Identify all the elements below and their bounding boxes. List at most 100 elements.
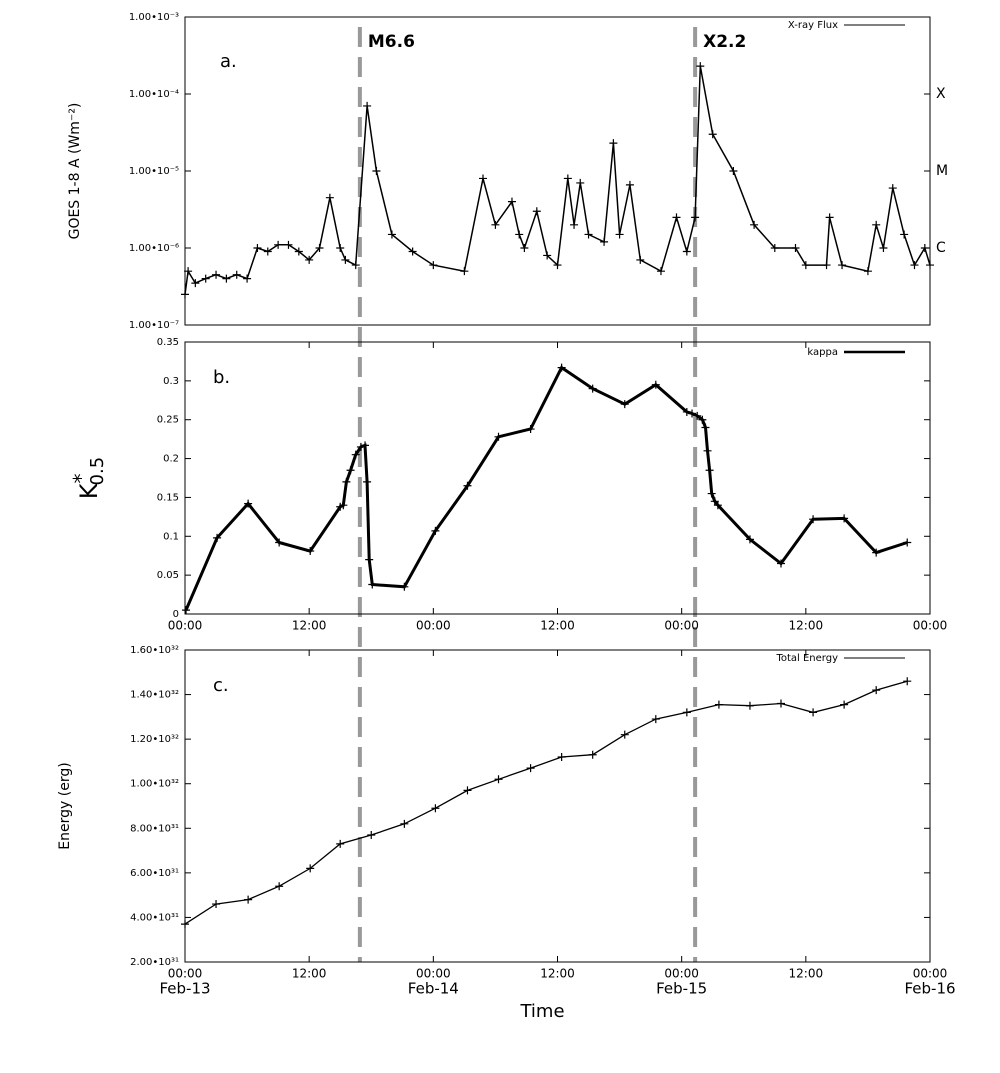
- data-point: [507, 197, 516, 206]
- data-point: [770, 244, 779, 252]
- data-point: [714, 700, 723, 709]
- data-point: [672, 213, 681, 222]
- y-tick-label: 0.1: [163, 531, 179, 542]
- data-point: [809, 515, 818, 524]
- data-point: [284, 240, 293, 249]
- data-point: [926, 261, 934, 270]
- data-point: [872, 548, 881, 557]
- y-tick-label: 1.00•10⁻⁶: [129, 243, 179, 254]
- y-axis-title-text: K: [75, 482, 103, 499]
- data-point: [368, 580, 377, 589]
- legend-label: X-ray Flux: [788, 20, 838, 31]
- data-point: [325, 193, 334, 202]
- y-tick-label: 0.15: [157, 492, 179, 503]
- legend-label: Total Energy: [775, 653, 838, 664]
- data-point: [840, 514, 849, 523]
- data-point: [682, 407, 691, 416]
- data-point: [520, 244, 529, 252]
- data-point: [212, 900, 221, 909]
- data-point: [745, 701, 754, 710]
- flare-class-label: C: [936, 240, 946, 256]
- data-point: [341, 255, 350, 264]
- panel-label: b.: [213, 367, 230, 388]
- x-tick-label: 00:00: [913, 619, 948, 633]
- data-point: [244, 499, 253, 508]
- data-point: [181, 290, 189, 299]
- data-point: [543, 251, 552, 260]
- data-point: [656, 267, 665, 276]
- legend-label: kappa: [807, 347, 838, 358]
- data-point: [306, 547, 315, 556]
- data-point: [777, 699, 785, 708]
- y-axis-title-sup: *: [69, 473, 93, 483]
- x-tick-label: 00:00: [664, 619, 699, 633]
- flare-class-label: X: [936, 86, 946, 102]
- data-point: [903, 538, 912, 547]
- data-point: [431, 526, 440, 535]
- data-point: [184, 267, 193, 276]
- x-axis-title: Time: [519, 1001, 564, 1022]
- y-tick-label: 1.00•10⁻³: [129, 12, 179, 23]
- y-tick-label: 0.2: [163, 454, 179, 465]
- data-point: [879, 244, 888, 252]
- data-point: [479, 174, 487, 183]
- data-point: [339, 501, 348, 510]
- data-point: [532, 207, 541, 216]
- data-point: [274, 240, 283, 249]
- y-tick-label: 1.20•10³²: [130, 734, 179, 745]
- event-label: X2.2: [703, 32, 746, 52]
- data-point: [903, 677, 912, 686]
- data-point: [263, 247, 272, 256]
- data-point: [361, 441, 370, 450]
- data-point: [625, 180, 634, 189]
- x-tick-label: 12:00: [540, 967, 575, 981]
- data-point: [900, 230, 909, 239]
- y-axis-title-sub: 0.5: [87, 457, 108, 486]
- data-point: [181, 920, 189, 929]
- data-point: [620, 400, 629, 409]
- data-point: [570, 220, 579, 229]
- data-point: [222, 274, 231, 283]
- y-tick-label: 8.00•10³¹: [130, 823, 179, 834]
- flare-class-label: M: [936, 163, 948, 179]
- data-point: [431, 804, 440, 813]
- data-point: [294, 247, 303, 256]
- plot-frame: [184, 649, 931, 963]
- data-point: [253, 244, 262, 252]
- series-line: [184, 365, 908, 611]
- data-point: [336, 839, 345, 848]
- data-point: [526, 425, 535, 434]
- y-axis-title-text: Energy (erg): [57, 762, 73, 849]
- date-label: Feb-14: [408, 980, 459, 998]
- data-point: [346, 466, 355, 475]
- data-point: [182, 606, 191, 615]
- series-line: [184, 65, 931, 295]
- data-point: [463, 786, 472, 795]
- x-tick-label: 00:00: [168, 619, 203, 633]
- x-tick-label: 00:00: [168, 967, 203, 981]
- data-point: [494, 775, 503, 784]
- data-point: [822, 261, 831, 270]
- data-point: [557, 363, 566, 372]
- data-point: [429, 261, 438, 270]
- data-point: [801, 261, 810, 270]
- x-tick-label: 12:00: [292, 619, 327, 633]
- x-tick-label: 00:00: [664, 967, 699, 981]
- data-point: [363, 101, 372, 110]
- x-tick-label: 00:00: [416, 619, 451, 633]
- data-point: [463, 481, 472, 490]
- data-point: [191, 279, 200, 288]
- plot-frame: [184, 16, 931, 326]
- data-point: [620, 730, 629, 739]
- date-label: Feb-13: [159, 980, 210, 998]
- data-point: [691, 213, 700, 222]
- x-tick-label: 00:00: [416, 967, 451, 981]
- event-label: M6.6: [368, 32, 415, 52]
- data-point: [342, 477, 351, 486]
- y-tick-label: 0.05: [157, 570, 179, 581]
- data-point: [526, 764, 535, 773]
- y-tick-label: 6.00•10³¹: [130, 868, 179, 879]
- data-point: [701, 423, 710, 432]
- data-point: [809, 708, 818, 717]
- data-point: [363, 477, 372, 486]
